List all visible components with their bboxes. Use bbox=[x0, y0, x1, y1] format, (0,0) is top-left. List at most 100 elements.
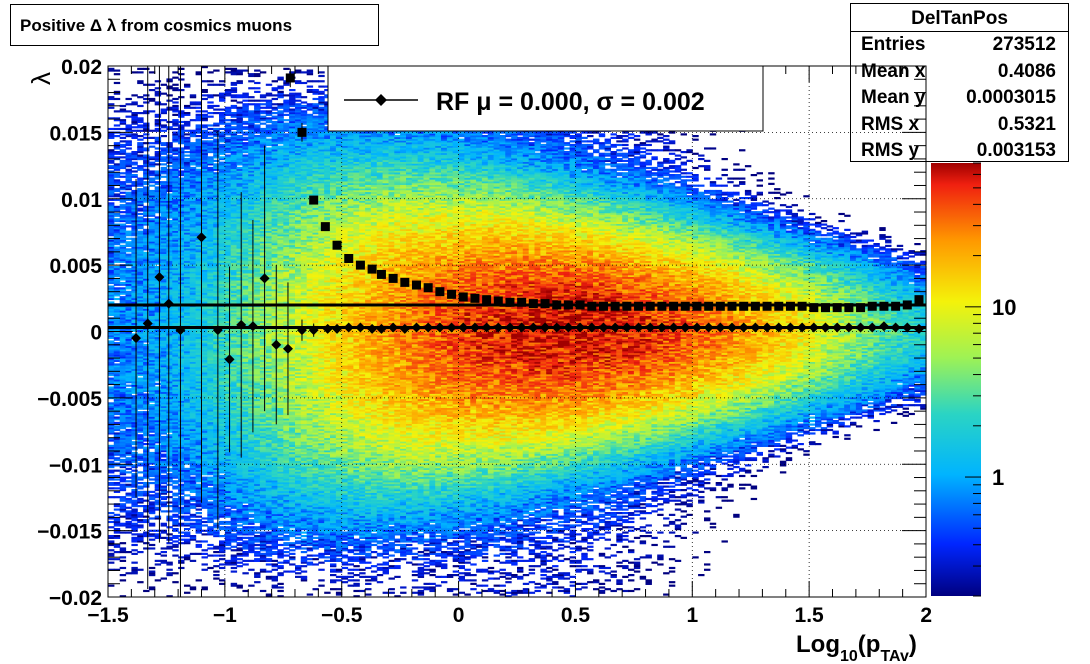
heatmap-cell bbox=[137, 297, 144, 301]
heatmap-cell bbox=[131, 423, 138, 426]
heatmap-cell bbox=[113, 223, 121, 226]
heatmap-cell bbox=[166, 297, 173, 301]
heatmap-cell bbox=[113, 241, 121, 244]
heatmap-cell bbox=[184, 421, 191, 424]
heatmap-cell bbox=[137, 519, 144, 522]
heatmap-cell bbox=[119, 184, 127, 187]
heatmap-cell bbox=[108, 225, 115, 228]
heatmap-cell bbox=[119, 579, 127, 582]
heatmap-cell bbox=[108, 536, 115, 539]
heatmap-cell bbox=[184, 375, 191, 378]
heatmap-cell bbox=[154, 535, 162, 538]
heatmap-cell bbox=[178, 535, 185, 538]
heatmap-cell bbox=[166, 181, 173, 184]
heatmap-cell bbox=[131, 214, 138, 217]
heatmap-cell bbox=[178, 244, 185, 247]
heatmap-cell bbox=[154, 508, 162, 511]
heatmap-cell bbox=[119, 319, 127, 322]
heatmap-cell bbox=[154, 483, 162, 486]
heatmap-cell bbox=[184, 591, 191, 594]
heatmap-cell bbox=[113, 398, 121, 401]
heatmap-cell bbox=[172, 418, 179, 421]
heatmap-cell bbox=[184, 558, 191, 561]
heatmap-cell bbox=[125, 221, 132, 224]
heatmap-cell bbox=[166, 281, 173, 285]
heatmap-cell bbox=[189, 451, 197, 455]
heatmap-cell bbox=[125, 343, 132, 347]
heatmap-cell bbox=[184, 147, 191, 150]
heatmap-cell bbox=[178, 336, 185, 339]
heatmap-cell bbox=[184, 136, 191, 139]
heatmap-cell bbox=[143, 437, 150, 440]
heatmap-cell bbox=[119, 379, 127, 382]
heatmap-cell bbox=[108, 561, 115, 564]
heatmap-cell bbox=[219, 540, 226, 543]
heatmap-cell bbox=[184, 166, 191, 170]
heatmap-cell bbox=[143, 278, 150, 281]
heatmap-cell bbox=[166, 244, 173, 247]
heatmap-cell bbox=[154, 170, 162, 173]
heatmap-cell bbox=[148, 230, 156, 233]
heatmap-cell bbox=[119, 220, 127, 223]
heatmap-cell bbox=[113, 388, 121, 391]
heatmap-cell bbox=[166, 271, 173, 274]
heatmap-cell bbox=[160, 258, 167, 262]
heatmap-cell bbox=[172, 166, 179, 170]
heatmap-cell bbox=[119, 250, 127, 253]
heatmap-cell bbox=[148, 248, 156, 251]
heatmap-cell bbox=[166, 258, 173, 262]
heatmap-cell bbox=[166, 427, 173, 430]
heatmap-cell bbox=[172, 338, 179, 341]
heatmap-cell bbox=[166, 391, 173, 394]
heatmap-cell bbox=[184, 363, 191, 366]
heatmap-cell bbox=[131, 258, 138, 262]
heatmap-cell bbox=[125, 290, 132, 293]
heatmap-cell bbox=[108, 287, 115, 290]
heatmap-cell bbox=[113, 289, 121, 292]
heatmap-cell bbox=[108, 227, 115, 230]
heatmap-cell bbox=[166, 174, 173, 177]
heatmap-cell bbox=[113, 97, 121, 101]
heatmap-cell bbox=[166, 212, 173, 216]
heatmap-cell bbox=[143, 186, 150, 189]
heatmap-cell bbox=[172, 324, 179, 327]
heatmap-cell bbox=[160, 248, 167, 251]
heatmap-cell bbox=[166, 149, 173, 152]
heatmap-cell bbox=[143, 358, 150, 361]
heatmap-cell bbox=[137, 200, 144, 203]
heatmap-cell bbox=[131, 221, 138, 224]
heatmap-cell bbox=[131, 285, 138, 288]
heatmap-cell bbox=[125, 168, 132, 171]
heatmap-cell bbox=[119, 292, 127, 295]
heatmap-cell bbox=[154, 345, 162, 348]
heatmap-cell bbox=[154, 444, 162, 447]
heatmap-cell bbox=[131, 333, 138, 336]
heatmap-cell bbox=[189, 441, 197, 444]
heatmap-cell bbox=[172, 177, 179, 180]
heatmap-cell bbox=[148, 467, 156, 470]
heatmap-cell bbox=[108, 471, 115, 474]
heatmap-cell bbox=[119, 218, 127, 221]
heatmap-cell bbox=[172, 397, 179, 400]
heatmap-cell bbox=[143, 122, 150, 125]
heatmap-cell bbox=[178, 260, 185, 263]
heatmap-cell bbox=[108, 212, 115, 216]
heatmap-cell bbox=[189, 418, 197, 421]
heatmap-cell bbox=[166, 414, 173, 417]
heatmap-cell bbox=[160, 400, 167, 403]
heatmap-cell bbox=[166, 453, 173, 456]
heatmap-cell bbox=[131, 289, 138, 292]
heatmap-cell bbox=[166, 289, 173, 292]
heatmap-cell bbox=[125, 460, 132, 463]
heatmap-cell bbox=[160, 281, 167, 285]
heatmap-cell bbox=[119, 349, 127, 352]
heatmap-cell bbox=[166, 384, 173, 387]
heatmap-cell bbox=[148, 425, 156, 428]
heatmap-cell bbox=[119, 211, 127, 214]
heatmap-cell bbox=[184, 212, 191, 216]
heatmap-cell bbox=[131, 320, 138, 324]
heatmap-cell bbox=[137, 112, 144, 115]
heatmap-cell bbox=[125, 283, 132, 286]
heatmap-cell bbox=[143, 455, 150, 458]
heatmap-cell bbox=[201, 563, 208, 566]
